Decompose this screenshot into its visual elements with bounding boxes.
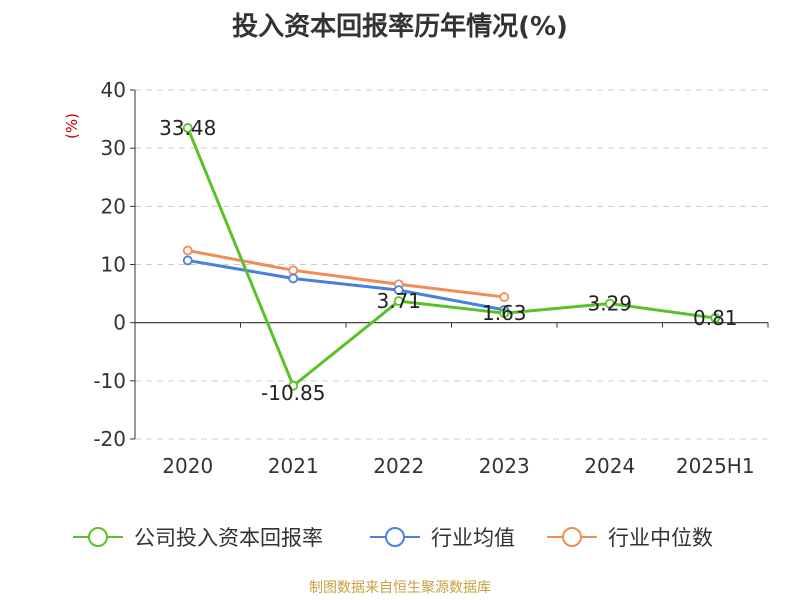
data-point-company bbox=[393, 296, 404, 306]
data-point-company bbox=[288, 380, 299, 391]
data-label: 0.81 bbox=[693, 306, 738, 330]
grid-lines bbox=[135, 89, 768, 440]
legend-marker-industry_median bbox=[562, 527, 582, 547]
data-point-company bbox=[604, 298, 615, 309]
data-point-industry_median bbox=[182, 245, 193, 256]
data-label: -10.85 bbox=[261, 381, 325, 405]
data-point-company bbox=[710, 313, 721, 323]
y-axis-unit: (%) bbox=[63, 113, 81, 139]
y-tick-label: -10 bbox=[93, 369, 126, 393]
legend: 公司投入资本回报率 行业均值 行业中位数 bbox=[73, 526, 713, 550]
data-label: 1.63 bbox=[482, 301, 527, 325]
data-labels: 33.48 -10.85 3.71 1.63 3.29 0.81 bbox=[159, 116, 737, 405]
data-point-industry_avg bbox=[182, 255, 193, 266]
data-point-industry_median bbox=[288, 265, 299, 276]
legend-label-industry_median: 行业中位数 bbox=[608, 526, 713, 550]
legend-label-industry_avg: 行业均值 bbox=[431, 526, 515, 550]
data-point-industry_avg bbox=[288, 273, 299, 284]
data-label: 3.71 bbox=[376, 289, 421, 313]
series-line-company bbox=[186, 127, 716, 388]
y-tick-label: 10 bbox=[101, 253, 126, 277]
data-point-industry_median bbox=[499, 292, 510, 302]
y-tick-label: 0 bbox=[113, 311, 126, 335]
data-point-company bbox=[182, 123, 193, 133]
y-tick-label: -20 bbox=[93, 427, 126, 451]
series-line-industry_median bbox=[187, 249, 505, 299]
x-tick-label: 2022 bbox=[373, 454, 424, 478]
axes: 40 30 20 10 0 -10 -20 2020 2021 2022 2023 2024 2025H… bbox=[63, 78, 769, 478]
y-tick-label: 30 bbox=[101, 136, 126, 160]
chart-title: 投入资本回报率历年情况(%) bbox=[232, 12, 568, 42]
data-label: 33.48 bbox=[159, 116, 216, 140]
x-tick-label: 2020 bbox=[162, 454, 213, 478]
data-point-company bbox=[499, 308, 510, 319]
y-tick-label: 20 bbox=[101, 194, 126, 218]
legend-marker-industry_avg bbox=[385, 527, 405, 547]
legend-marker-company bbox=[88, 527, 108, 547]
legend-label-company: 公司投入资本回报率 bbox=[134, 526, 323, 550]
x-tick-label: 2021 bbox=[268, 454, 319, 478]
y-tick-label: 40 bbox=[101, 78, 126, 102]
x-tick-label: 2025H1 bbox=[676, 454, 755, 478]
x-tick-label: 2024 bbox=[584, 454, 635, 478]
data-label: 3.29 bbox=[587, 292, 632, 316]
source-footer: 制图数据来自恒生聚源数据库 bbox=[309, 580, 491, 596]
series-group bbox=[182, 123, 721, 391]
data-point-industry_avg bbox=[393, 285, 404, 295]
series-line-industry_avg bbox=[187, 258, 505, 312]
x-tick-label: 2023 bbox=[479, 454, 530, 478]
